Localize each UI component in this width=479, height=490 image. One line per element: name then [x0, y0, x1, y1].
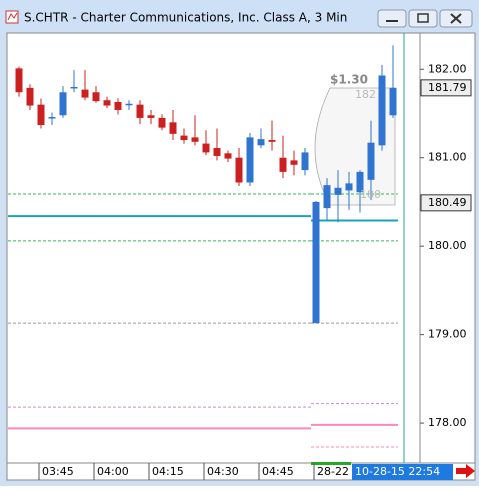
price-marker-box	[420, 194, 472, 212]
candle-body	[290, 160, 298, 165]
measure-label: 180	[360, 188, 381, 201]
x-tick-label: 04:15	[152, 465, 184, 478]
candle-body	[81, 89, 89, 98]
candle-body	[268, 140, 276, 142]
y-tick-label: 178.00	[428, 416, 467, 429]
candle-body	[312, 201, 320, 324]
scroll-arrow[interactable]	[456, 464, 475, 478]
candle-body	[191, 137, 199, 142]
y-tick-label: 182.00	[428, 62, 467, 75]
candle-body	[15, 68, 23, 93]
candle-body	[213, 147, 221, 156]
candle-body	[169, 122, 177, 134]
candle-body	[367, 142, 375, 180]
chart-panel	[6, 32, 476, 481]
candle-body	[389, 87, 397, 116]
measure-label: 182	[355, 88, 376, 101]
candle-body	[246, 137, 254, 183]
candle-body	[301, 152, 309, 171]
cursor-label: 10-28-15 22:54	[355, 465, 440, 478]
app-icon-graph	[7, 12, 18, 21]
window-title: S.CHTR - Charter Communications, Inc. Cl…	[24, 11, 347, 25]
maximize-icon	[417, 13, 429, 23]
measure-label: $1.30	[330, 73, 368, 87]
candle-body	[202, 143, 210, 153]
candle-body	[378, 75, 386, 146]
price-marker-label: 180.49	[428, 196, 467, 209]
minimize-button[interactable]	[377, 9, 407, 28]
candle-body	[334, 187, 342, 195]
candle-body	[356, 171, 364, 193]
candle-body	[323, 185, 331, 209]
candle-body	[345, 183, 353, 191]
candle-body	[92, 92, 100, 102]
x-tick-label: 04:30	[207, 465, 239, 478]
y-tick-label: 180.00	[428, 239, 467, 252]
measure-overlay	[314, 87, 396, 206]
maximize-button[interactable]	[408, 9, 438, 28]
x-tick-label: 03:45	[42, 465, 74, 478]
candle-body	[70, 86, 78, 89]
candle-body	[26, 87, 34, 106]
price-marker-label: 181.79	[428, 81, 467, 94]
price-marker-box	[420, 79, 472, 97]
candle-body	[37, 104, 45, 125]
candle-body	[114, 101, 122, 110]
app-icon	[5, 10, 19, 24]
candle-body	[235, 157, 243, 183]
x-tick-label: 28-22	[317, 465, 349, 478]
cursor-label-box	[352, 464, 453, 480]
candle-body	[158, 117, 166, 128]
candle-body	[48, 117, 56, 119]
candle-body	[59, 92, 67, 116]
candle-body	[257, 139, 265, 146]
y-tick-label: 181.00	[428, 151, 467, 164]
x-tick-label: 04:00	[97, 465, 129, 478]
candle-body	[136, 104, 144, 118]
close-icon	[450, 13, 462, 24]
candle-body	[125, 103, 133, 106]
candle-body	[224, 153, 232, 159]
candle-body	[279, 157, 287, 172]
candle-body	[180, 135, 188, 141]
candle-body	[147, 115, 155, 118]
candle-body	[103, 100, 111, 106]
session-bar	[311, 462, 351, 465]
y-tick-label: 179.00	[428, 328, 467, 341]
x-tick-label: 04:45	[262, 465, 294, 478]
